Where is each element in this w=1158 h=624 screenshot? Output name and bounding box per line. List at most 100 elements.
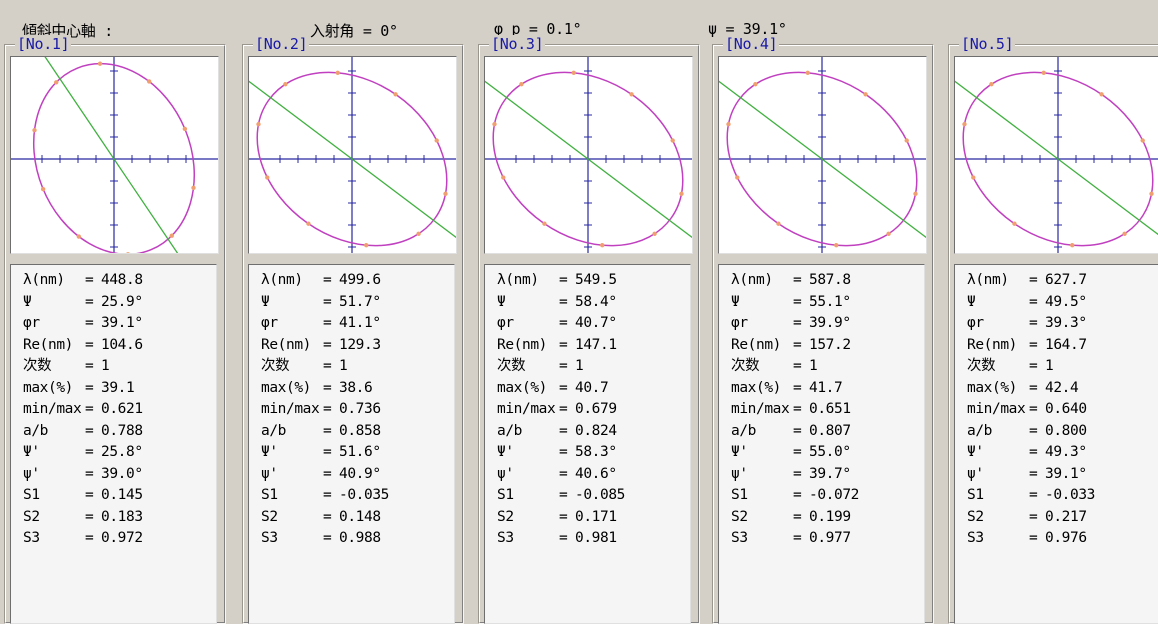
stat-separator: = bbox=[1029, 272, 1038, 288]
stat-value: 164.7 bbox=[1045, 336, 1087, 353]
stat-label: S1 bbox=[497, 487, 514, 503]
stat-value: 0.988 bbox=[339, 530, 381, 546]
stat-value: 129.3 bbox=[339, 336, 381, 353]
measurement-point bbox=[256, 122, 261, 127]
measurement-point bbox=[904, 138, 909, 143]
measurement-point bbox=[169, 233, 174, 238]
stat-row: φr = 39.3° bbox=[967, 314, 1135, 333]
stat-row: Re(nm) = 129.3 bbox=[261, 336, 429, 355]
measurement-point bbox=[335, 70, 340, 75]
stat-value: 0.640 bbox=[1045, 401, 1087, 417]
stat-value: -0.085 bbox=[575, 487, 625, 503]
stat-value: 0.976 bbox=[1045, 530, 1087, 546]
stat-label: S2 bbox=[261, 508, 278, 525]
stat-row: min/max = 0.736 bbox=[261, 400, 429, 419]
stat-label: S1 bbox=[731, 487, 748, 503]
stat-row: λ(nm) = 587.8 bbox=[731, 271, 899, 290]
measurement-point bbox=[306, 221, 311, 226]
stat-separator: = bbox=[323, 272, 332, 288]
stat-row: Re(nm) = 157.2 bbox=[731, 336, 899, 355]
stat-value: 1 bbox=[101, 358, 110, 374]
stat-value: 40.7 bbox=[575, 379, 609, 396]
stat-value: 0.651 bbox=[809, 401, 851, 417]
stat-row: 次数 = 1 bbox=[23, 357, 191, 376]
stat-value: 51.7° bbox=[339, 293, 381, 310]
stat-separator: = bbox=[559, 465, 568, 482]
stat-separator: = bbox=[559, 401, 568, 417]
stat-value: 549.5 bbox=[575, 272, 617, 288]
measurement-point bbox=[735, 175, 740, 180]
stat-value: 0.807 bbox=[809, 422, 851, 439]
stat-separator: = bbox=[1029, 293, 1038, 310]
stat-row: λ(nm) = 448.8 bbox=[23, 271, 191, 290]
stat-separator: = bbox=[793, 444, 802, 460]
panel-title: [No.4] bbox=[723, 35, 780, 53]
stat-separator: = bbox=[559, 444, 568, 460]
principal-axis-line bbox=[719, 80, 926, 239]
stat-row: Ψ = 55.1° bbox=[731, 293, 899, 312]
stat-value: 104.6 bbox=[101, 336, 143, 353]
stat-label: S3 bbox=[731, 530, 748, 546]
stat-label: min/max bbox=[967, 401, 1026, 417]
stat-row: max(%) = 42.4 bbox=[967, 379, 1135, 398]
measurement-point bbox=[97, 61, 103, 66]
stat-value: 58.3° bbox=[575, 444, 617, 460]
measurement-point bbox=[571, 70, 576, 75]
stat-label: S1 bbox=[23, 487, 40, 503]
stat-row: max(%) = 39.1 bbox=[23, 379, 191, 398]
stat-label: S2 bbox=[23, 508, 40, 525]
stat-label: Ψ bbox=[23, 293, 32, 310]
stat-label: Re(nm) bbox=[261, 336, 311, 353]
stat-value: 448.8 bbox=[101, 272, 143, 288]
stat-separator: = bbox=[793, 336, 802, 353]
stat-separator: = bbox=[1029, 422, 1038, 439]
stat-separator: = bbox=[1029, 530, 1038, 546]
stat-label: S3 bbox=[497, 530, 514, 546]
stat-separator: = bbox=[323, 358, 332, 374]
stat-separator: = bbox=[559, 422, 568, 439]
stat-label: a/b bbox=[23, 422, 48, 439]
stat-value: 40.9° bbox=[339, 465, 381, 482]
measurement-point bbox=[1041, 70, 1046, 75]
stat-row: S2 = 0.183 bbox=[23, 508, 191, 527]
stat-row: λ(nm) = 549.5 bbox=[497, 271, 665, 290]
stat-separator: = bbox=[85, 336, 94, 353]
measurement-point bbox=[1140, 138, 1145, 143]
polarization-ellipse-plot bbox=[718, 56, 927, 254]
stat-value: 49.5° bbox=[1045, 293, 1087, 310]
ellipse-plot-svg bbox=[249, 57, 456, 253]
stat-row: S1 = -0.072 bbox=[731, 486, 899, 505]
stat-separator: = bbox=[323, 379, 332, 396]
measurement-point bbox=[726, 122, 731, 127]
stat-value: 0.148 bbox=[339, 508, 381, 525]
stat-value: 0.858 bbox=[339, 422, 381, 439]
stat-separator: = bbox=[559, 508, 568, 525]
stat-separator: = bbox=[793, 465, 802, 482]
stat-value: 0.183 bbox=[101, 508, 143, 525]
stat-row: ψ' = 39.0° bbox=[23, 465, 191, 484]
stat-label: a/b bbox=[497, 422, 522, 439]
stat-value: 39.9° bbox=[809, 315, 851, 331]
stat-value: 0.824 bbox=[575, 422, 617, 439]
stat-separator: = bbox=[793, 272, 802, 288]
stat-row: a/b = 0.858 bbox=[261, 422, 429, 441]
stat-row: Ψ' = 55.0° bbox=[731, 443, 899, 462]
measurement-point bbox=[1122, 231, 1127, 236]
stat-label: Ψ' bbox=[497, 444, 514, 460]
stat-separator: = bbox=[559, 530, 568, 546]
stat-separator: = bbox=[793, 315, 802, 331]
measurement-panel-5: [No.5] λ(nm) = 627.7 Ψ = 49.5° φr = 39.3° Re(nm) = 1… bbox=[948, 35, 1158, 624]
measurement-point bbox=[1012, 221, 1017, 226]
stat-separator: = bbox=[323, 444, 332, 460]
stat-separator: = bbox=[323, 487, 332, 503]
stat-row: a/b = 0.788 bbox=[23, 422, 191, 441]
stat-separator: = bbox=[1029, 444, 1038, 460]
stat-separator: = bbox=[793, 530, 802, 546]
stat-value: 587.8 bbox=[809, 272, 851, 288]
ellipse-plot-svg bbox=[719, 57, 926, 253]
principal-axis-line bbox=[485, 80, 692, 239]
stat-row: S3 = 0.976 bbox=[967, 529, 1135, 548]
stat-value: -0.072 bbox=[809, 487, 859, 503]
stat-label: φr bbox=[731, 315, 748, 331]
stat-row: φr = 41.1° bbox=[261, 314, 429, 333]
